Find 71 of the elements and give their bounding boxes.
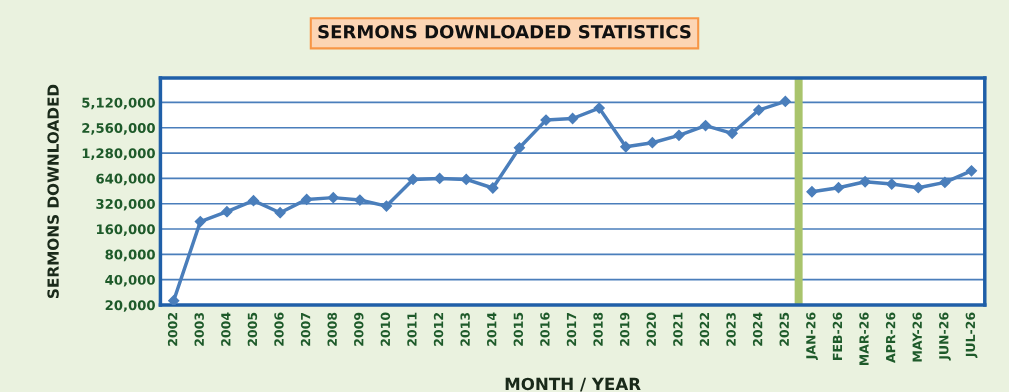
x-tick-label: 2016 (540, 312, 550, 346)
x-tick-label: JUN-26 (939, 312, 951, 361)
x-tick-label: 2003 (194, 312, 204, 346)
point (886, 178, 898, 190)
point (939, 176, 951, 188)
x-tick-label: JAN-26 (806, 312, 818, 360)
y-tick-label: 40,000 (105, 274, 155, 287)
x-tick-label: 2022 (699, 313, 710, 346)
point (593, 102, 605, 114)
x-tick-label: 2017 (566, 312, 577, 346)
x-tick-label: 2023 (726, 312, 736, 346)
x-tick-label: 2020 (646, 312, 657, 346)
x-tick-label: 2012 (433, 313, 444, 346)
point (380, 200, 393, 212)
x-tick-label: MAR-26 (859, 312, 869, 366)
x-tick-label: 2010 (380, 312, 391, 346)
x-tick-label: 2014 (487, 312, 497, 346)
x-tick-label: 2009 (354, 312, 364, 346)
point (832, 182, 845, 194)
point (354, 194, 366, 206)
point (194, 216, 206, 228)
point (168, 295, 180, 305)
chart-title: SERMONS DOWNLOADED STATISTICS (318, 24, 691, 39)
x-tick-label: APR-26 (885, 312, 896, 363)
y-tick-label: 5,120,000 (82, 97, 155, 110)
y-tick-label: 160,000 (96, 224, 155, 236)
point (620, 141, 632, 153)
point (753, 104, 765, 116)
point (859, 176, 871, 188)
x-tick-label: 2015 (513, 312, 524, 346)
point (965, 165, 978, 177)
point (806, 186, 818, 198)
x-tick-label: 2013 (460, 312, 470, 346)
point (274, 207, 286, 219)
point (221, 206, 233, 218)
y-axis-title: SERMONS DOWNLOADED (47, 84, 59, 298)
y-tick-label: 20,000 (105, 300, 155, 312)
y-tick-label: 80,000 (105, 249, 155, 262)
x-axis-title: MONTH / YEAR (505, 377, 641, 392)
x-tick-label: 2002 (167, 313, 178, 346)
x-tick-label: 2005 (247, 312, 258, 346)
point (301, 193, 313, 206)
x-tick-label: 2024 (752, 312, 763, 346)
point (912, 182, 924, 194)
point (699, 119, 712, 132)
x-tick-label: 2019 (619, 312, 630, 346)
x-tick-label: 2007 (300, 312, 311, 346)
point (726, 127, 738, 139)
x-tick-label: 2025 (779, 312, 789, 346)
x-tick-label: MAY-26 (912, 312, 922, 362)
x-tick-label: JUL-26 (965, 312, 978, 358)
x-tick-label: 2006 (274, 312, 284, 346)
point (487, 182, 499, 194)
point (646, 137, 658, 149)
x-tick-label: 2021 (673, 312, 683, 346)
y-tick-label: 2,560,000 (82, 122, 155, 135)
point (513, 142, 526, 154)
point (673, 129, 685, 141)
point (327, 192, 339, 204)
x-tick-label: 2008 (327, 312, 337, 346)
y-tick-label: 640,000 (96, 173, 155, 186)
point (407, 173, 419, 186)
x-tick-label: FEB-26 (832, 312, 843, 360)
point (247, 195, 260, 207)
point (779, 95, 791, 108)
point (567, 112, 579, 125)
y-tick-label: 320,000 (96, 198, 155, 211)
x-tick-label: 2004 (221, 312, 231, 346)
y-tick-label: 1,280,000 (82, 148, 155, 160)
x-tick-label: 2018 (593, 312, 603, 346)
x-tick-label: 2011 (407, 312, 417, 346)
